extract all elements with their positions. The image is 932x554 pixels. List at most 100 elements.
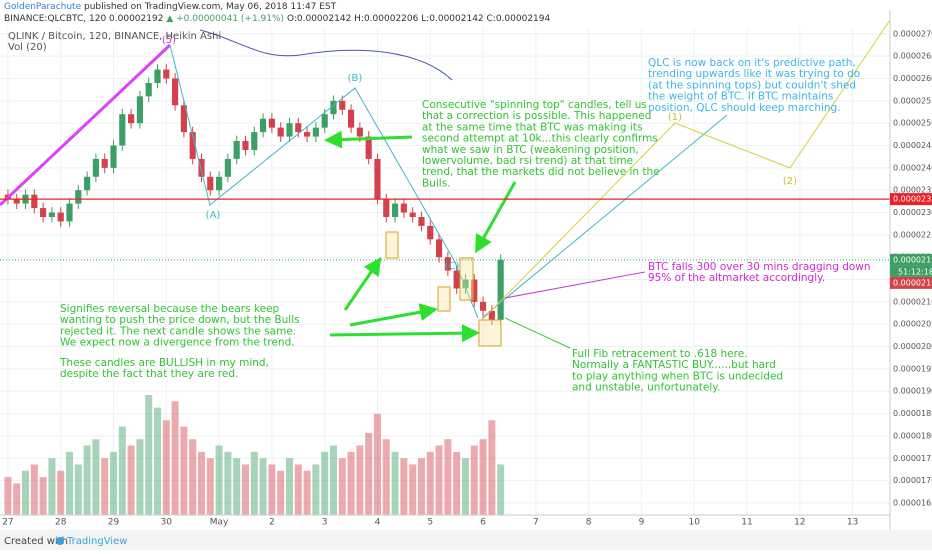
annotation: Full Fib retracement to .618 here.: [572, 348, 748, 360]
axes: 0.00001650 0.00001700 0.00001750 0.00001800…: [2, 29, 932, 528]
candle-body: [119, 114, 126, 146]
volume-bar: [241, 464, 250, 515]
arrow: [349, 303, 438, 327]
candle-body: [251, 132, 258, 150]
volume-label: Vol (20): [8, 42, 47, 53]
volume-bar: [488, 420, 496, 515]
chart-title: QLINK / Bitcoin, 120, BINANCE, Heikin As…: [8, 31, 221, 42]
footer: [0, 530, 932, 550]
price: 0.00002192: [109, 14, 163, 24]
published: published on TradingView.com, May 06, 20…: [84, 2, 337, 12]
connector: [504, 317, 571, 349]
volume-bar: [21, 470, 30, 515]
candle-body: [312, 127, 319, 137]
volume-bar: [136, 439, 144, 515]
price-tag-label: 0.00002194: [893, 255, 932, 264]
y-tick-label: 0.00001950: [893, 364, 932, 373]
candle-body: [400, 203, 407, 213]
volume-bar: [74, 464, 82, 515]
candles: [4, 64, 504, 326]
volume-bar: [479, 439, 487, 515]
volume-bar: [321, 451, 329, 515]
labels: (5) (A) (B) (C) (1) (2) QLC is now back on it'…: [0, 35, 890, 394]
annotation: QLC is now back on it's predictive path,: [648, 57, 856, 69]
volume-bar: [461, 458, 469, 515]
volume-bar: [4, 477, 12, 515]
volume-bar: [259, 458, 267, 515]
volume-bar: [400, 458, 408, 515]
footer-brand: TradingView: [66, 536, 127, 547]
projection-line: [481, 19, 891, 321]
y-tick-label: 0.00001700: [893, 476, 932, 485]
volume-bar: [409, 464, 417, 515]
wave-label: (1): [668, 112, 682, 123]
candle-body: [435, 239, 443, 258]
x-tick-label: 29: [108, 518, 120, 528]
x-tick-label: 5: [427, 518, 433, 528]
x-tick-label: 8: [586, 518, 592, 528]
candle-body: [145, 82, 152, 97]
highlight-box: [385, 231, 399, 259]
highlight-box: [459, 257, 474, 301]
arrow: [343, 257, 382, 311]
volume-bar: [39, 477, 47, 515]
price-tag-label: 0.00002192: [893, 278, 932, 287]
annotation: wanting to push the price down, but the …: [60, 314, 300, 326]
candle-body: [84, 176, 91, 191]
volume-bar: [444, 439, 452, 515]
volume-bar: [417, 458, 425, 515]
volume-bar: [127, 445, 135, 515]
candle-body: [418, 216, 425, 226]
annotation: despite the fact that they are red.: [60, 368, 238, 380]
wave-label: (A): [206, 210, 221, 221]
change: ▲ +0.00000041 (+1.91%): [166, 14, 284, 24]
volume-bar: [250, 451, 258, 515]
candle-body: [356, 127, 363, 137]
x-tick-label: 6: [480, 518, 486, 528]
annotation: These candles are BULLISH in my mind,: [59, 357, 269, 369]
x-tick-label: 11: [741, 518, 752, 528]
candle-body: [216, 176, 223, 191]
volume-bar: [312, 464, 320, 515]
candle-body: [154, 69, 161, 83]
annotation: Normally a FANTASTIC BUY......but hard: [572, 359, 776, 371]
y-tick-label: 0.00002700: [893, 29, 932, 38]
candle-body: [13, 199, 20, 204]
annotation: and unstable, unfortunately.: [572, 382, 720, 394]
candle-body: [48, 212, 55, 217]
annotation: that a correction is possible. This happ…: [422, 110, 651, 122]
volume-bar: [83, 445, 91, 515]
annotation: rejected it. The next candle shows the s…: [60, 325, 296, 337]
candle-body: [224, 158, 231, 177]
wave-line: [169, 44, 479, 319]
volume-bar: [189, 439, 197, 515]
highlight-box: [478, 319, 502, 347]
volume-bar: [365, 432, 373, 515]
candle-body: [453, 270, 460, 289]
candle-body: [163, 69, 170, 79]
y-tick-label: 0.00002250: [893, 230, 932, 239]
annotation: trend, that the markets did not believe …: [422, 166, 660, 178]
y-tick-label: 0.00002300: [893, 208, 932, 217]
volume-bar: [435, 445, 443, 515]
candle-body: [268, 118, 275, 128]
candle-body: [136, 96, 143, 124]
candle-body: [189, 132, 196, 159]
annotation: Bulls.: [422, 177, 451, 189]
volume-bar: [13, 483, 21, 515]
y-tick-label: 0.00002450: [893, 141, 932, 150]
arrow: [329, 324, 480, 343]
price-tag: [890, 193, 932, 206]
publisher: GoldenParachute: [4, 2, 82, 12]
candle-body: [172, 78, 179, 106]
y-tick-label: 0.00002500: [893, 119, 932, 128]
annotation: at the same time that BTC was making its: [422, 121, 642, 133]
candle-body: [339, 100, 346, 110]
y-tick-label: 0.00002050: [893, 320, 932, 329]
candle-body: [207, 176, 214, 191]
volume-bar: [453, 451, 461, 515]
annotation: to play anything when BTC is undecided: [572, 370, 783, 382]
x-tick-label: 30: [161, 518, 173, 528]
wave-line: [481, 114, 728, 319]
